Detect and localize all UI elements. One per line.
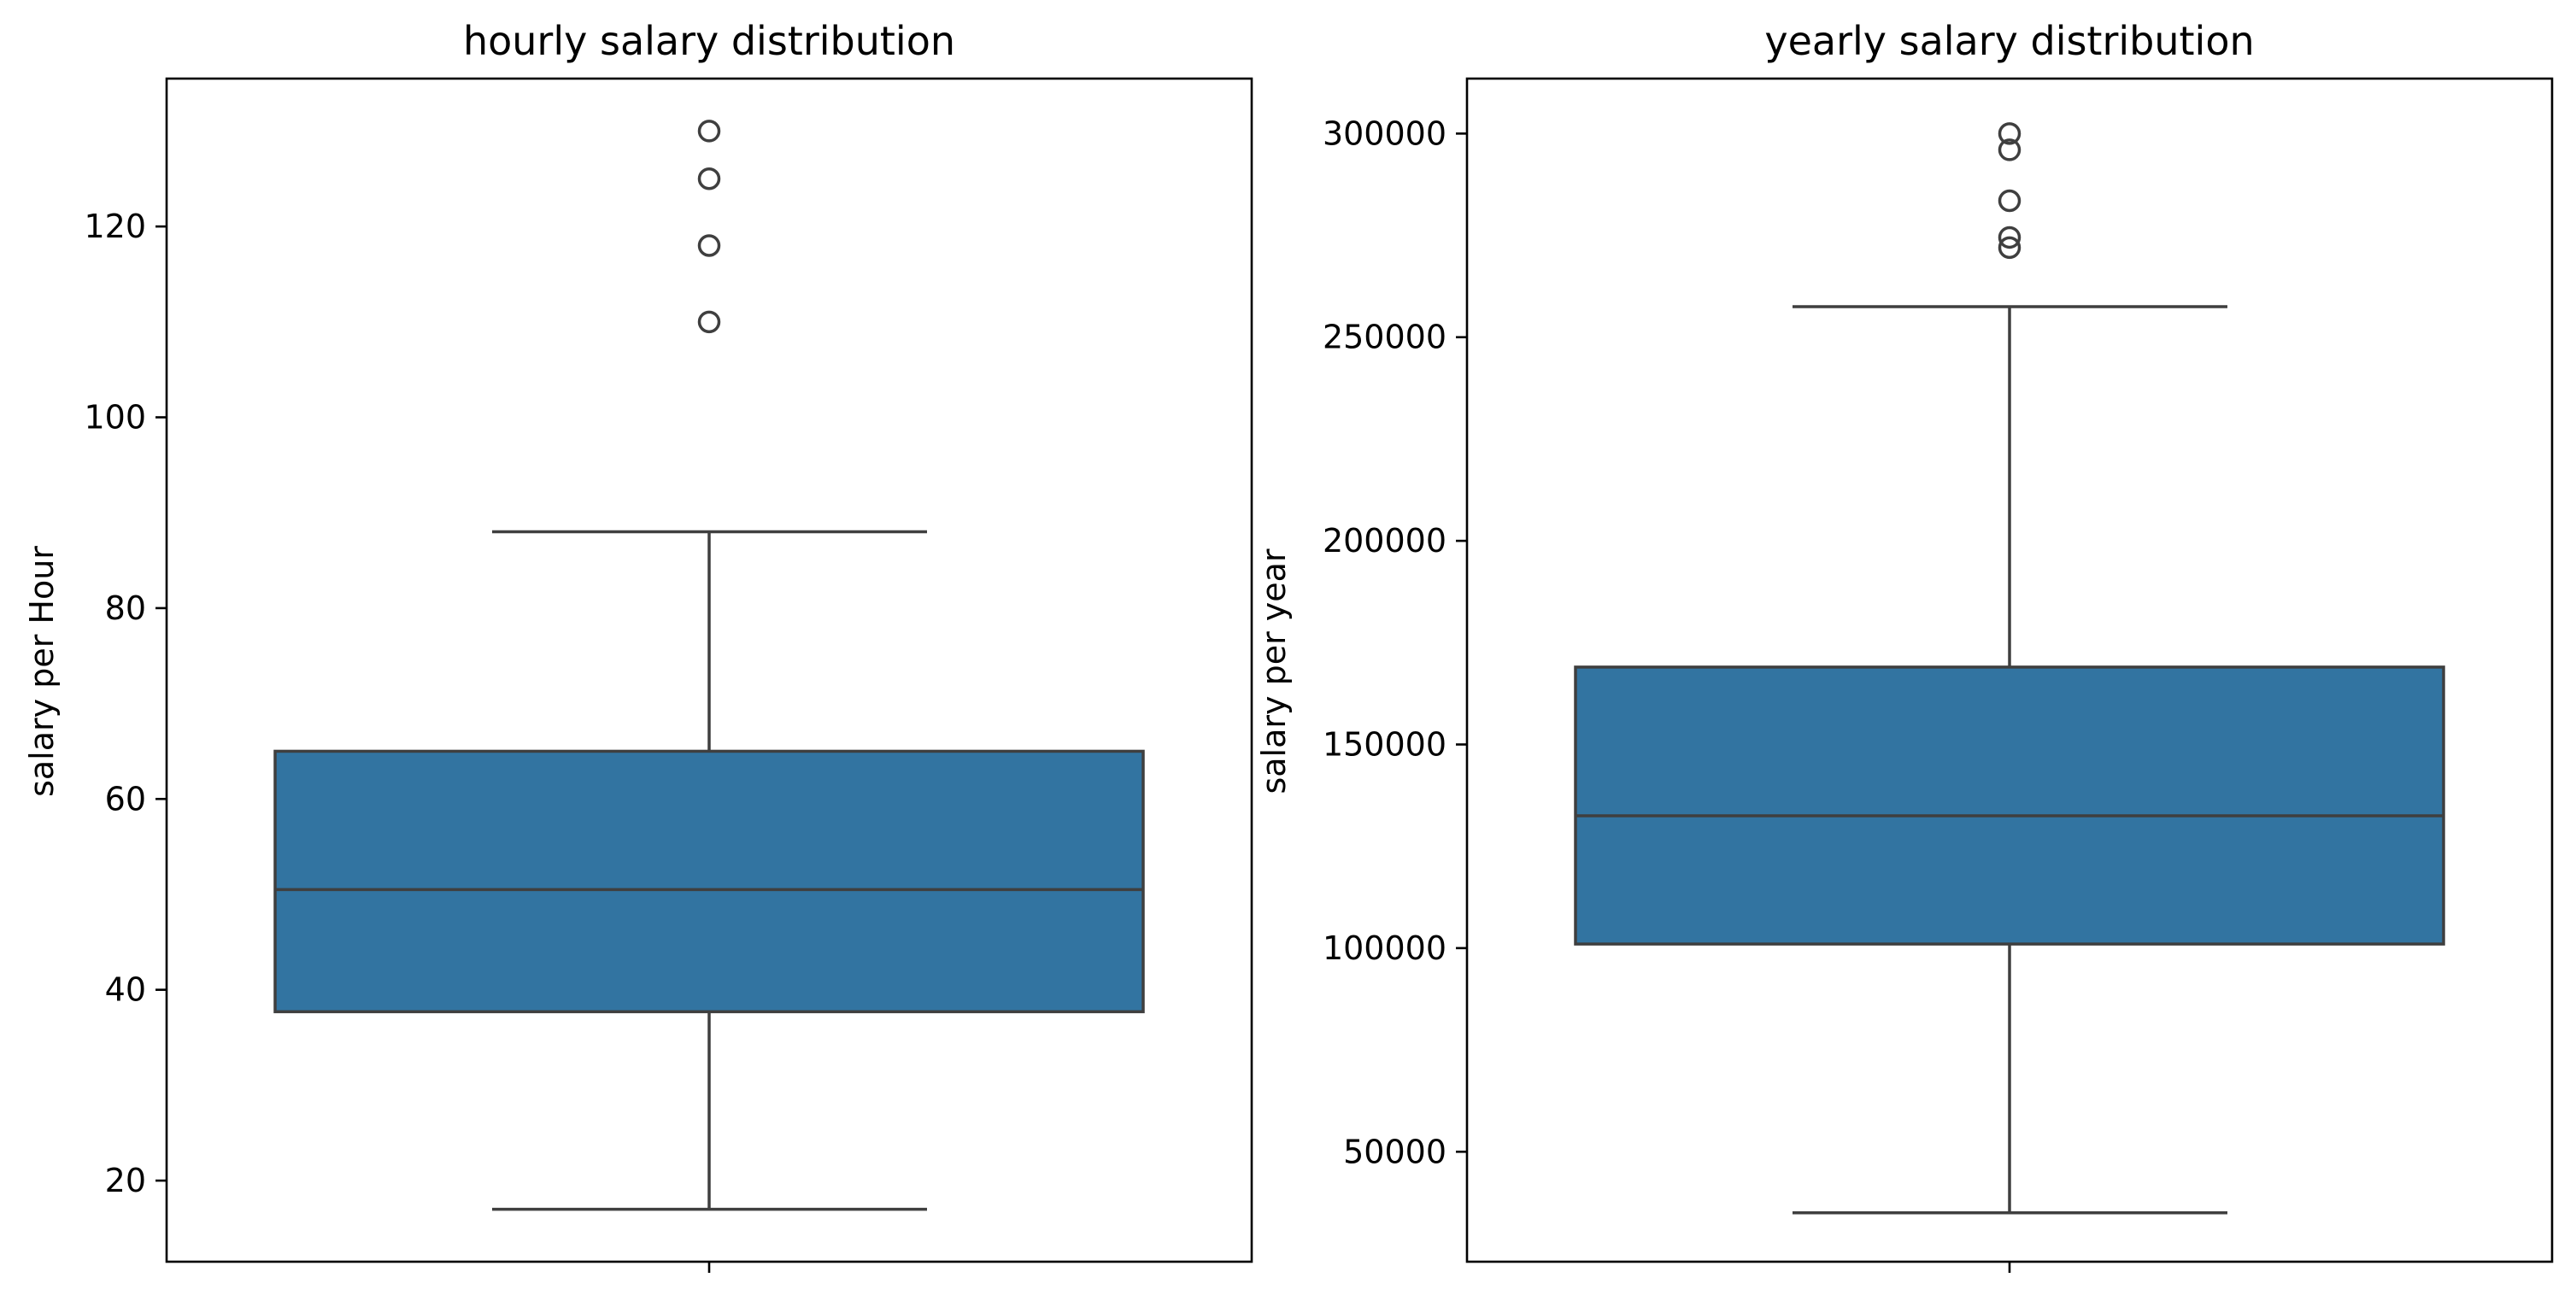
outlier-point — [1998, 189, 2021, 213]
y-axis-label: salary per Hour — [23, 546, 61, 797]
chart-title: yearly salary distribution — [1764, 18, 2254, 64]
hourly-salary-chart: hourly salary distribution salary per Ho… — [23, 18, 1253, 1273]
outlier-point — [697, 167, 721, 190]
y-ticks: 50000 100000 150000 200000 250000 300000 — [1323, 114, 1467, 1170]
y-tick-label: 120 — [84, 208, 146, 245]
y-tick-label: 300000 — [1323, 114, 1446, 152]
y-axis-label: salary per year — [1255, 548, 1293, 794]
y-tick-label: 100000 — [1323, 929, 1446, 967]
box-plot — [273, 120, 1145, 1211]
y-tick-label: 40 — [105, 971, 146, 1009]
box-plot — [1574, 122, 2445, 1215]
outlier-point — [697, 234, 721, 257]
iqr-box — [1574, 665, 2445, 946]
y-ticks: 20 40 60 80 100 120 — [84, 208, 167, 1199]
outlier-point — [1998, 236, 2021, 260]
y-tick-label: 60 — [105, 780, 146, 818]
y-tick-label: 50000 — [1343, 1133, 1446, 1170]
y-tick-label: 150000 — [1323, 726, 1446, 764]
y-tick-label: 250000 — [1323, 319, 1446, 356]
y-tick-label: 20 — [105, 1162, 146, 1199]
y-tick-label: 200000 — [1323, 522, 1446, 560]
outlier-point — [1998, 122, 2021, 145]
iqr-box — [273, 749, 1145, 1014]
outlier-point — [697, 310, 721, 334]
yearly-salary-chart: yearly salary distribution salary per ye… — [1255, 18, 2554, 1273]
y-tick-label: 80 — [105, 589, 146, 627]
outlier-point — [697, 120, 721, 143]
outlier-point — [1998, 226, 2021, 249]
chart-title: hourly salary distribution — [463, 18, 955, 64]
y-tick-label: 100 — [84, 399, 146, 437]
outlier-point — [1998, 138, 2021, 161]
